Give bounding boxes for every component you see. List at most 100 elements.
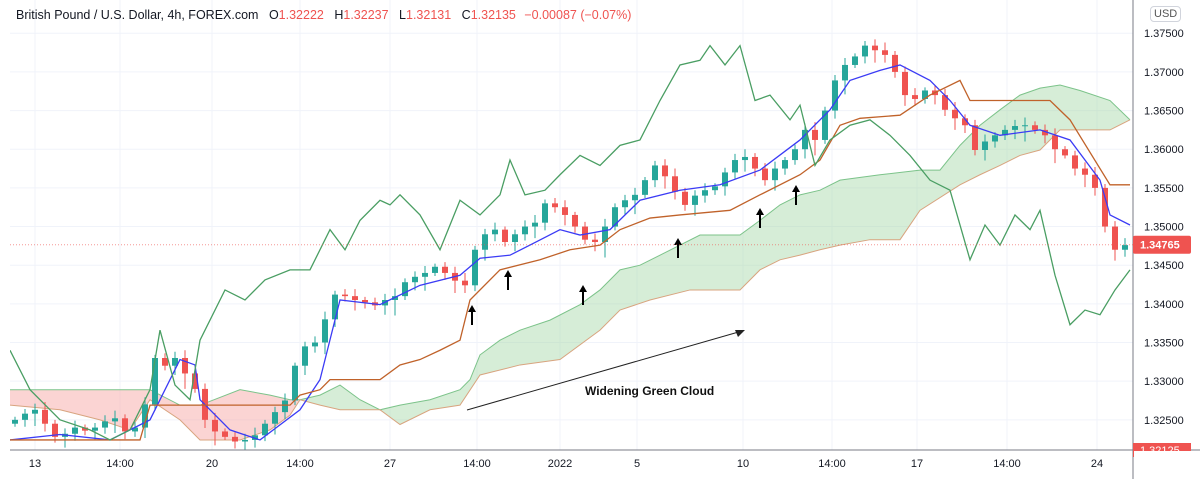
candle-body — [1122, 245, 1128, 250]
price-tick-label: 1.35500 — [1144, 183, 1184, 195]
candle-body — [482, 234, 488, 250]
low-label: L — [399, 8, 406, 22]
up-arrow-head-icon — [504, 270, 512, 277]
candle-body — [462, 280, 468, 286]
time-tick-label: 27 — [384, 458, 396, 470]
candle-body — [562, 207, 568, 215]
candle-body — [192, 373, 198, 389]
candle-body — [442, 266, 448, 273]
up-arrow-head-icon — [792, 185, 800, 192]
close-value: 1.32135 — [470, 8, 516, 22]
currency-button[interactable]: USD — [1150, 6, 1182, 22]
candle-body — [822, 110, 828, 140]
candle-body — [512, 234, 518, 243]
candle-body — [602, 226, 608, 243]
candle-body — [1042, 129, 1048, 136]
candle-body — [692, 195, 698, 205]
candle-body — [922, 90, 928, 99]
candle-body — [182, 357, 188, 374]
candle-body — [212, 419, 218, 432]
cloud-span-a — [299, 84, 1131, 411]
candle-body — [772, 168, 778, 181]
candle-body — [272, 412, 278, 424]
candle-body — [32, 409, 38, 414]
up-arrow-head-icon — [674, 238, 682, 245]
candle-body — [122, 418, 128, 432]
price-tick-label: 1.36500 — [1144, 106, 1184, 118]
trend-arrow-head-icon — [735, 330, 745, 337]
candle-body — [712, 186, 718, 191]
candle-body — [832, 80, 838, 111]
candle-body — [412, 276, 418, 283]
time-tick-label: 14:00 — [463, 458, 491, 470]
candle-body — [802, 129, 808, 150]
price-tick-label: 1.37000 — [1144, 67, 1184, 79]
candle-body — [572, 214, 578, 227]
candle-body — [902, 71, 908, 96]
candle-body — [132, 427, 138, 432]
candle-body — [322, 319, 328, 343]
time-tick-label: 14:00 — [993, 458, 1021, 470]
candle-body — [952, 109, 958, 119]
candle-body — [732, 160, 738, 173]
change-value: −0.00087 (−0.07%) — [524, 8, 632, 22]
candle-body — [672, 176, 678, 192]
candle-body — [292, 365, 298, 401]
candle-body — [722, 172, 728, 187]
candle-body — [242, 439, 248, 442]
candle-body — [552, 203, 558, 208]
candle-body — [502, 229, 508, 243]
candle-body — [642, 180, 648, 195]
candle-body — [492, 229, 498, 235]
candle-body — [162, 357, 168, 366]
candle-body — [1092, 174, 1098, 188]
candle-body — [1082, 168, 1088, 175]
candle-body — [42, 409, 48, 424]
time-tick-label: 14:00 — [818, 458, 846, 470]
candle-body — [682, 191, 688, 205]
candle-body — [622, 200, 628, 208]
candle-body — [92, 427, 98, 431]
price-tick-label: 1.34500 — [1144, 260, 1184, 272]
candle-body — [332, 294, 338, 320]
candle-body — [792, 149, 798, 161]
candle-body — [612, 207, 618, 227]
cloud-bullish — [300, 85, 1130, 425]
kijun-line — [10, 79, 1130, 441]
time-tick-label: 14:00 — [286, 458, 314, 470]
candle-body — [1022, 125, 1028, 127]
candle-body — [542, 203, 548, 223]
candle-body — [662, 165, 668, 177]
candle-body — [852, 56, 858, 65]
candle-body — [52, 423, 58, 437]
time-tick-label: 5 — [634, 458, 640, 470]
candle-body — [422, 272, 428, 277]
candle-body — [1012, 126, 1018, 130]
time-tick-label: 14:00 — [106, 458, 134, 470]
candle-body — [102, 421, 108, 428]
candle-body — [652, 165, 658, 181]
candle-body — [82, 427, 88, 431]
low-value: 1.32131 — [406, 8, 452, 22]
candle-body — [1102, 187, 1108, 227]
candle-body — [872, 45, 878, 51]
candle-body — [12, 419, 18, 424]
candle-body — [702, 190, 708, 196]
candle-body — [592, 239, 598, 243]
candle-body — [142, 404, 148, 428]
open-value: 1.32222 — [278, 8, 324, 22]
candle-body — [522, 226, 528, 235]
candle-body — [312, 342, 318, 347]
open-label: O — [268, 8, 279, 22]
time-tick-label: 10 — [737, 458, 749, 470]
candle-body — [982, 141, 988, 150]
candle-body — [632, 194, 638, 201]
candle-body — [1072, 155, 1078, 169]
candle-body — [742, 156, 748, 161]
candle-body — [472, 249, 478, 286]
price-tick-label: 1.33500 — [1144, 338, 1184, 350]
up-arrow-head-icon — [756, 208, 764, 215]
candle-body — [362, 300, 368, 303]
candle-body — [1052, 135, 1058, 150]
